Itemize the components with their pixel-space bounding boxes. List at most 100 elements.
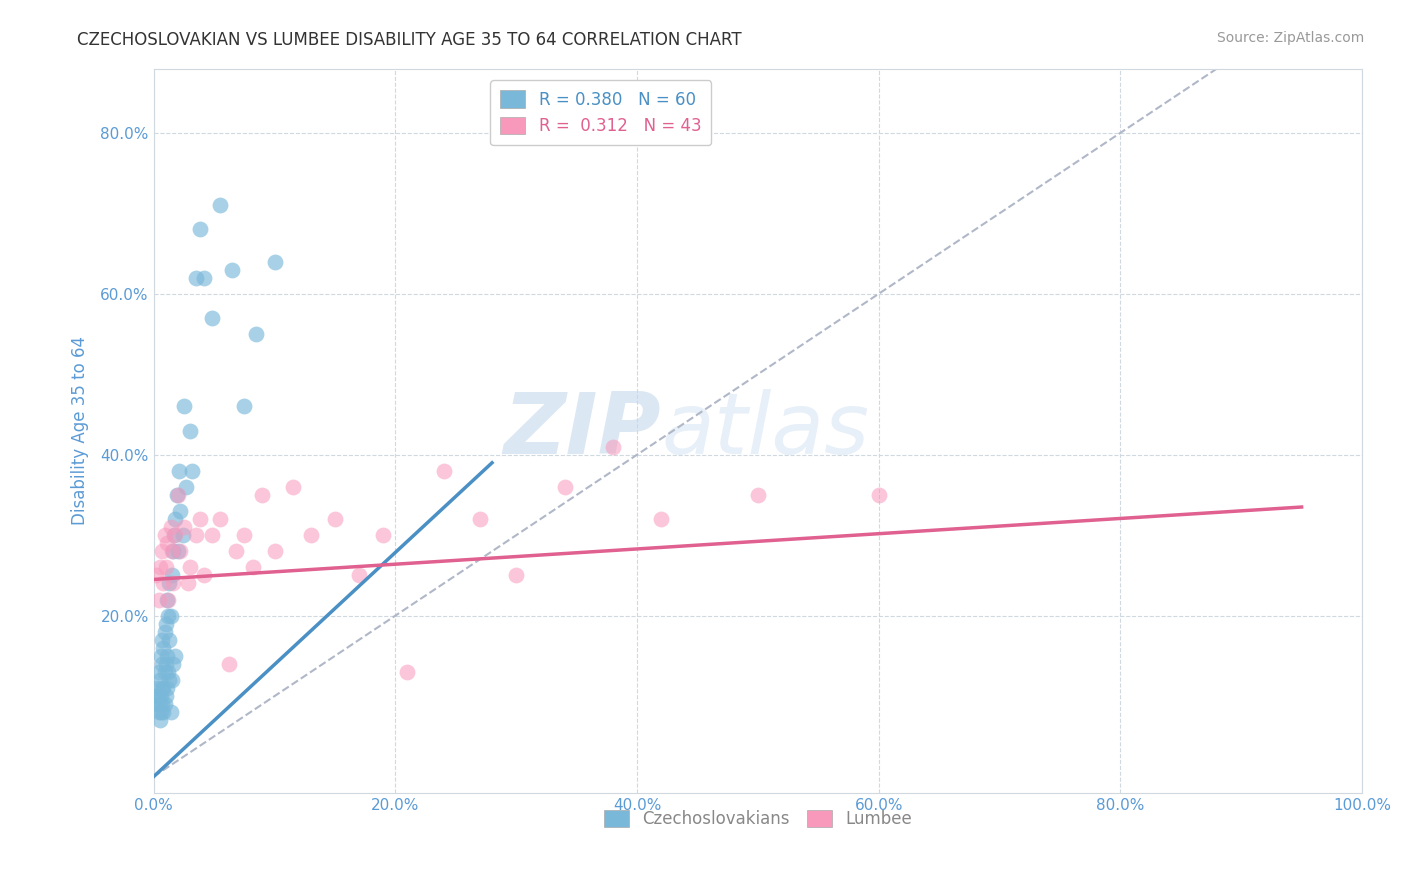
Text: atlas: atlas xyxy=(661,389,869,472)
Point xyxy=(242,560,264,574)
Point xyxy=(169,504,191,518)
Point xyxy=(150,632,173,647)
Point xyxy=(149,705,172,719)
Point xyxy=(184,270,207,285)
Point xyxy=(148,592,170,607)
Point xyxy=(172,528,194,542)
Point xyxy=(159,520,181,534)
Point xyxy=(150,697,173,711)
Point xyxy=(152,576,174,591)
Point xyxy=(157,608,180,623)
Point xyxy=(181,464,204,478)
Point xyxy=(156,681,179,695)
Point xyxy=(160,568,183,582)
Point xyxy=(150,681,173,695)
Point xyxy=(152,681,174,695)
Point xyxy=(433,464,456,478)
Point xyxy=(263,254,285,268)
Point xyxy=(263,544,285,558)
Point xyxy=(225,544,247,558)
Point xyxy=(149,713,172,727)
Point xyxy=(176,480,198,494)
Point xyxy=(152,640,174,655)
Point xyxy=(233,400,256,414)
Point xyxy=(193,270,215,285)
Point xyxy=(145,689,167,703)
Point xyxy=(209,512,232,526)
Point xyxy=(299,528,322,542)
Point xyxy=(554,480,576,494)
Point xyxy=(162,544,184,558)
Point xyxy=(252,488,274,502)
Point xyxy=(149,673,172,687)
Point xyxy=(146,681,169,695)
Point xyxy=(173,520,195,534)
Point xyxy=(160,544,183,558)
Point xyxy=(148,705,170,719)
Point xyxy=(156,648,179,663)
Text: CZECHOSLOVAKIAN VS LUMBEE DISABILITY AGE 35 TO 64 CORRELATION CHART: CZECHOSLOVAKIAN VS LUMBEE DISABILITY AGE… xyxy=(77,31,742,49)
Point xyxy=(347,568,370,582)
Point xyxy=(281,480,304,494)
Point xyxy=(162,657,184,671)
Point xyxy=(505,568,527,582)
Point xyxy=(188,222,211,236)
Point xyxy=(149,560,172,574)
Point xyxy=(156,536,179,550)
Point xyxy=(163,528,186,542)
Point xyxy=(176,576,198,591)
Text: ZIP: ZIP xyxy=(503,389,661,472)
Point xyxy=(179,424,201,438)
Point xyxy=(153,528,176,542)
Point xyxy=(156,592,179,607)
Point xyxy=(166,488,188,502)
Point xyxy=(149,648,172,663)
Point xyxy=(165,512,187,526)
Point xyxy=(868,488,890,502)
Point xyxy=(148,665,170,679)
Point xyxy=(188,512,211,526)
Point xyxy=(160,673,183,687)
Point xyxy=(157,673,180,687)
Point xyxy=(179,560,201,574)
Point xyxy=(167,544,190,558)
Point xyxy=(157,576,180,591)
Point xyxy=(153,624,176,639)
Point xyxy=(373,528,395,542)
Point xyxy=(152,705,174,719)
Point xyxy=(145,568,167,582)
Point xyxy=(165,528,187,542)
Y-axis label: Disability Age 35 to 64: Disability Age 35 to 64 xyxy=(72,336,89,525)
Point xyxy=(155,689,177,703)
Point xyxy=(165,648,187,663)
Legend: Czechoslovakians, Lumbee: Czechoslovakians, Lumbee xyxy=(598,804,918,835)
Point xyxy=(602,440,624,454)
Point xyxy=(159,705,181,719)
Point xyxy=(201,310,224,325)
Point xyxy=(173,400,195,414)
Point xyxy=(221,262,243,277)
Point xyxy=(153,697,176,711)
Text: Source: ZipAtlas.com: Source: ZipAtlas.com xyxy=(1216,31,1364,45)
Point xyxy=(155,657,177,671)
Point xyxy=(209,198,232,212)
Point xyxy=(155,560,177,574)
Point xyxy=(157,592,180,607)
Point xyxy=(245,326,267,341)
Point xyxy=(148,689,170,703)
Point xyxy=(157,665,180,679)
Point xyxy=(149,697,172,711)
Point xyxy=(167,464,190,478)
Point xyxy=(396,665,419,679)
Point xyxy=(150,657,173,671)
Point xyxy=(159,608,181,623)
Point xyxy=(149,689,172,703)
Point xyxy=(218,657,240,671)
Point xyxy=(150,544,173,558)
Point xyxy=(167,488,190,502)
Point xyxy=(193,568,215,582)
Point xyxy=(184,528,207,542)
Point xyxy=(169,544,191,558)
Point xyxy=(162,576,184,591)
Point xyxy=(650,512,672,526)
